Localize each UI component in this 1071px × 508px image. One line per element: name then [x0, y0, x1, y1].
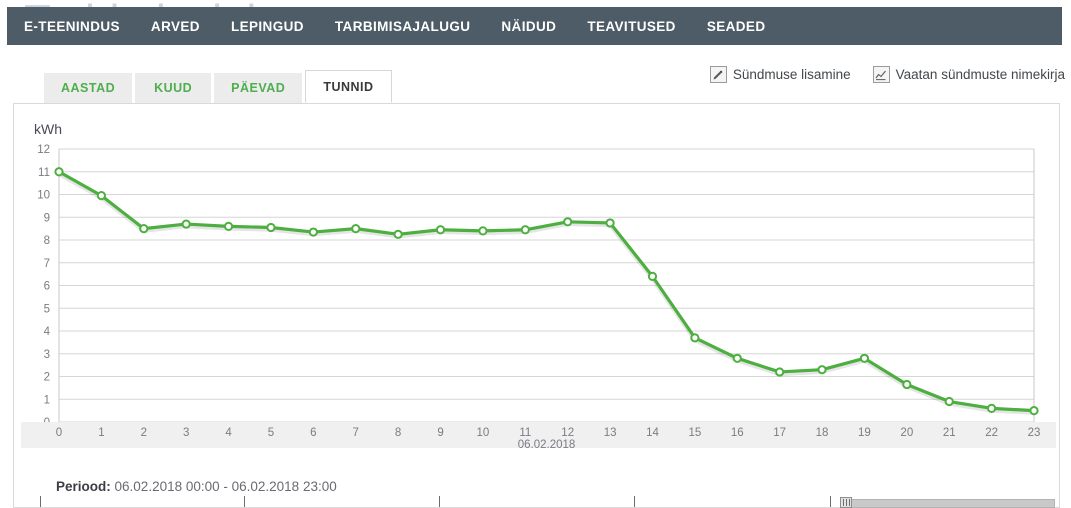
add-event-link[interactable]: Sündmuse lisamine: [709, 66, 851, 83]
period-value: 06.02.2018 00:00 - 06.02.2018 23:00: [114, 479, 337, 494]
svg-text:18: 18: [816, 427, 829, 439]
nav-item-naidud[interactable]: NÄIDUD: [501, 18, 557, 34]
svg-text:3: 3: [183, 427, 189, 439]
period-tabs: AASTAD KUUD PÄEVAD TUNNID: [44, 70, 395, 103]
chart-list-icon: [872, 66, 890, 83]
svg-text:9: 9: [44, 212, 50, 224]
range-track[interactable]: [843, 499, 1055, 508]
range-tick: [244, 496, 245, 507]
svg-text:13: 13: [604, 427, 617, 439]
svg-text:23: 23: [1028, 427, 1041, 439]
main-navigation: E-TEENINDUS ARVED LEPINGUD TARBIMISAJALU…: [7, 7, 1062, 45]
svg-text:10: 10: [37, 190, 50, 202]
svg-text:06.02.2018: 06.02.2018: [518, 439, 576, 451]
svg-text:16: 16: [731, 427, 744, 439]
svg-text:11: 11: [519, 427, 531, 439]
svg-text:2: 2: [141, 427, 147, 439]
period-label: Periood:: [56, 479, 111, 494]
tab-aastad[interactable]: AASTAD: [44, 73, 133, 103]
svg-text:5: 5: [268, 427, 274, 439]
range-tick: [830, 496, 831, 507]
range-handle-left[interactable]: [840, 497, 852, 508]
svg-text:4: 4: [225, 427, 232, 439]
tab-kuud[interactable]: KUUD: [135, 73, 212, 103]
svg-text:10: 10: [477, 427, 490, 439]
svg-text:14: 14: [646, 427, 659, 439]
svg-text:7: 7: [44, 258, 50, 270]
chart-actions: Sündmuse lisamine Vaatan sündmuste nimek…: [688, 66, 1065, 83]
svg-text:6: 6: [310, 427, 316, 439]
svg-text:4: 4: [44, 326, 51, 338]
svg-text:2: 2: [44, 372, 50, 384]
svg-text:1: 1: [98, 427, 104, 439]
view-event-list-label: Vaatan sündmuste nimekirja: [895, 67, 1065, 82]
range-tick: [40, 496, 41, 507]
consumption-line-chart: 0123456789101112012345678910111213141516…: [14, 104, 1061, 508]
y-axis-unit-label: kWh: [34, 121, 62, 137]
svg-text:12: 12: [561, 427, 574, 439]
nav-item-e-teenindus[interactable]: E-TEENINDUS: [24, 18, 120, 34]
svg-text:7: 7: [353, 427, 359, 439]
period-summary: Periood: 06.02.2018 00:00 - 06.02.2018 2…: [56, 479, 337, 494]
svg-text:8: 8: [44, 235, 50, 247]
svg-text:0: 0: [56, 427, 62, 439]
svg-text:11: 11: [38, 167, 50, 179]
svg-text:21: 21: [943, 427, 956, 439]
chart-svg[interactable]: 0123456789101112012345678910111213141516…: [14, 104, 1061, 508]
svg-text:15: 15: [688, 427, 701, 439]
range-tick: [439, 496, 440, 507]
svg-text:5: 5: [44, 303, 50, 315]
view-event-list-link[interactable]: Vaatan sündmuste nimekirja: [872, 66, 1065, 83]
nav-item-seaded[interactable]: SEADED: [706, 18, 766, 34]
tab-tunnid[interactable]: TUNNID: [305, 70, 392, 103]
tab-paevad[interactable]: PÄEVAD: [214, 73, 303, 103]
range-tick: [634, 496, 635, 507]
svg-text:22: 22: [985, 427, 998, 439]
svg-text:8: 8: [395, 427, 401, 439]
svg-text:9: 9: [437, 427, 443, 439]
svg-text:20: 20: [900, 427, 913, 439]
nav-item-arved[interactable]: ARVED: [150, 18, 200, 34]
svg-text:17: 17: [773, 427, 786, 439]
nav-item-teavitused[interactable]: TEAVITUSED: [587, 18, 676, 34]
svg-text:1: 1: [44, 394, 50, 406]
chart-panel: kWh 012345678910111201234567891011121314…: [13, 103, 1060, 508]
nav-item-lepingud[interactable]: LEPINGUD: [230, 18, 304, 34]
svg-text:12: 12: [37, 144, 50, 156]
add-event-label: Sündmuse lisamine: [732, 67, 851, 82]
nav-item-tarbimisajalugu[interactable]: TARBIMISAJALUGU: [334, 18, 471, 34]
time-range-slider[interactable]: [40, 496, 1060, 508]
svg-text:3: 3: [44, 349, 50, 361]
pencil-icon: [709, 66, 727, 83]
svg-text:19: 19: [858, 427, 871, 439]
svg-text:6: 6: [44, 281, 50, 293]
